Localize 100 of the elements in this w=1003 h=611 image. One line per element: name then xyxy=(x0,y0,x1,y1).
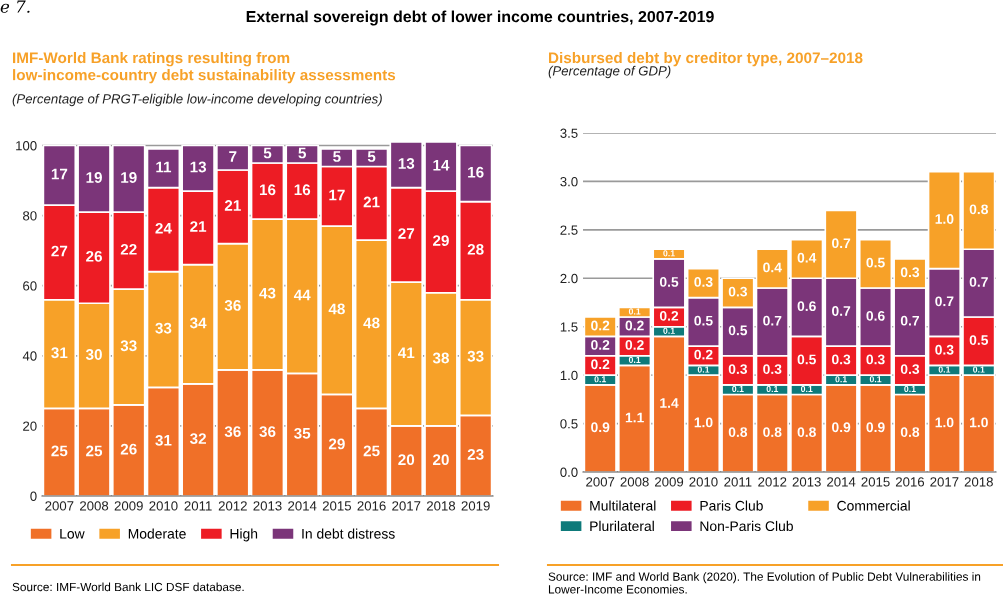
data-label: 0.1 xyxy=(835,376,847,383)
legend-label: Low xyxy=(60,529,85,539)
data-label: 0.5 xyxy=(969,335,989,345)
text: External sovereign debt of lower income countries, 2007-2019 xyxy=(246,10,714,26)
data-label: 0.4 xyxy=(797,252,817,263)
data-label: 0.1 xyxy=(766,385,779,393)
x-tick-label: 2019 xyxy=(461,501,490,511)
data-label: 0.3 xyxy=(728,364,748,375)
data-label: 5 xyxy=(263,147,272,159)
x-tick-label: 2012 xyxy=(218,501,247,511)
y-tick-label: 1.5 xyxy=(560,322,578,332)
data-label: 33 xyxy=(467,350,484,362)
data-label: 43 xyxy=(259,287,276,299)
x-tick-label: 2007 xyxy=(45,501,74,511)
data-label: 0.1 xyxy=(628,356,641,363)
x-tick-label: 2017 xyxy=(392,501,421,511)
data-label: 0.1 xyxy=(904,385,916,393)
y-tick-label: 100 xyxy=(16,141,37,151)
data-label: 0.1 xyxy=(628,308,641,315)
data-label: 0.3 xyxy=(694,277,713,287)
legend-label: Non-Paris Club xyxy=(700,520,793,532)
y-tick-label: 80 xyxy=(23,211,37,221)
data-label: 0.3 xyxy=(763,364,782,375)
data-label: 34 xyxy=(189,317,207,329)
data-label: 0.3 xyxy=(832,354,851,365)
chart-title: IMF-World Bank ratings resulting from low-income-country debt sustainability assessments xyxy=(13,52,396,84)
data-label: 16 xyxy=(468,166,484,178)
data-label: 41 xyxy=(398,347,415,358)
y-tick-label: 40 xyxy=(22,351,37,361)
data-label: 0.6 xyxy=(797,301,816,312)
data-label: 32 xyxy=(189,433,206,445)
data-label: 16 xyxy=(259,184,276,196)
x-tick-label: 2015 xyxy=(322,501,352,511)
y-tick-label: 2.5 xyxy=(560,225,578,235)
x-tick-label: 2008 xyxy=(620,477,649,487)
data-label: 19 xyxy=(86,172,102,183)
text: e 7. xyxy=(0,0,30,13)
data-label: 29 xyxy=(328,438,345,450)
data-label: 21 xyxy=(190,221,207,232)
data-label: 1.0 xyxy=(935,417,954,428)
x-tick-label: 2011 xyxy=(184,501,212,511)
data-label: 24 xyxy=(155,222,172,234)
data-label: 0.1 xyxy=(869,376,882,383)
data-label: 0.3 xyxy=(935,344,954,355)
data-label: 0.7 xyxy=(969,277,988,287)
x-tick-label: 2007 xyxy=(586,477,615,487)
legend-label: Multilateral xyxy=(590,500,656,511)
data-label: 16 xyxy=(294,184,311,196)
x-tick-label: 2018 xyxy=(964,477,993,487)
data-label: 26 xyxy=(120,443,137,455)
data-label: 1.0 xyxy=(970,417,988,428)
y-tick-label: 0.5 xyxy=(560,419,578,429)
data-label: 0.7 xyxy=(900,315,919,326)
data-label: 0.8 xyxy=(900,427,920,437)
data-label: 0.2 xyxy=(625,320,644,331)
source-note: Source: IMF-World Bank LIC DSF database. xyxy=(12,582,244,592)
data-label: 1.0 xyxy=(935,214,954,224)
data-label: 36 xyxy=(259,426,276,438)
data-label: 11 xyxy=(156,161,172,173)
legend-label: Plurilateral xyxy=(590,520,654,532)
data-label: 0.5 xyxy=(659,277,679,287)
data-label: 31 xyxy=(51,347,68,359)
data-label: 28 xyxy=(467,243,484,255)
data-label: 0.1 xyxy=(594,376,607,383)
legend-label: Paris Club xyxy=(700,500,763,511)
x-tick-label: 2014 xyxy=(288,501,317,511)
data-label: 23 xyxy=(467,448,484,460)
data-label: 38 xyxy=(432,352,449,364)
data-label: 0.2 xyxy=(659,310,679,321)
data-label: 36 xyxy=(224,426,241,438)
data-label: 0.3 xyxy=(866,354,885,365)
x-tick-label: 2017 xyxy=(930,477,959,487)
data-label: 30 xyxy=(85,349,102,360)
x-tick-label: 2009 xyxy=(655,477,684,487)
chart-subtitle: (Percentage of GDP) xyxy=(548,65,671,79)
data-label: 0.1 xyxy=(973,366,985,373)
data-label: 22 xyxy=(120,243,137,255)
data-label: 20 xyxy=(398,454,415,466)
data-label: 17 xyxy=(329,189,345,201)
data-label: 36 xyxy=(224,300,241,311)
x-tick-label: 2015 xyxy=(861,477,890,487)
data-label: 0.2 xyxy=(694,349,713,360)
data-label: 14 xyxy=(433,159,450,171)
data-label: 0.8 xyxy=(728,427,748,437)
x-tick-label: 2013 xyxy=(253,501,282,511)
data-label: 20 xyxy=(433,454,449,466)
data-label: 0.9 xyxy=(832,422,851,433)
y-tick-label: 3.5 xyxy=(560,128,578,138)
x-tick-label: 2008 xyxy=(80,501,109,511)
data-label: 0.1 xyxy=(697,366,710,373)
data-label: 0.6 xyxy=(866,310,885,321)
data-label: 0.1 xyxy=(732,385,744,393)
data-label: 0.1 xyxy=(800,385,813,393)
chart-title: Disbursed debt by creditor type, 2007–2018 xyxy=(549,52,863,67)
data-label: 27 xyxy=(398,228,415,239)
data-label: 0.4 xyxy=(763,262,782,273)
y-tick-label: 2.0 xyxy=(560,273,578,284)
data-label: 1.1 xyxy=(625,412,644,423)
data-label: 31 xyxy=(155,434,172,446)
x-tick-label: 2011 xyxy=(724,477,752,487)
